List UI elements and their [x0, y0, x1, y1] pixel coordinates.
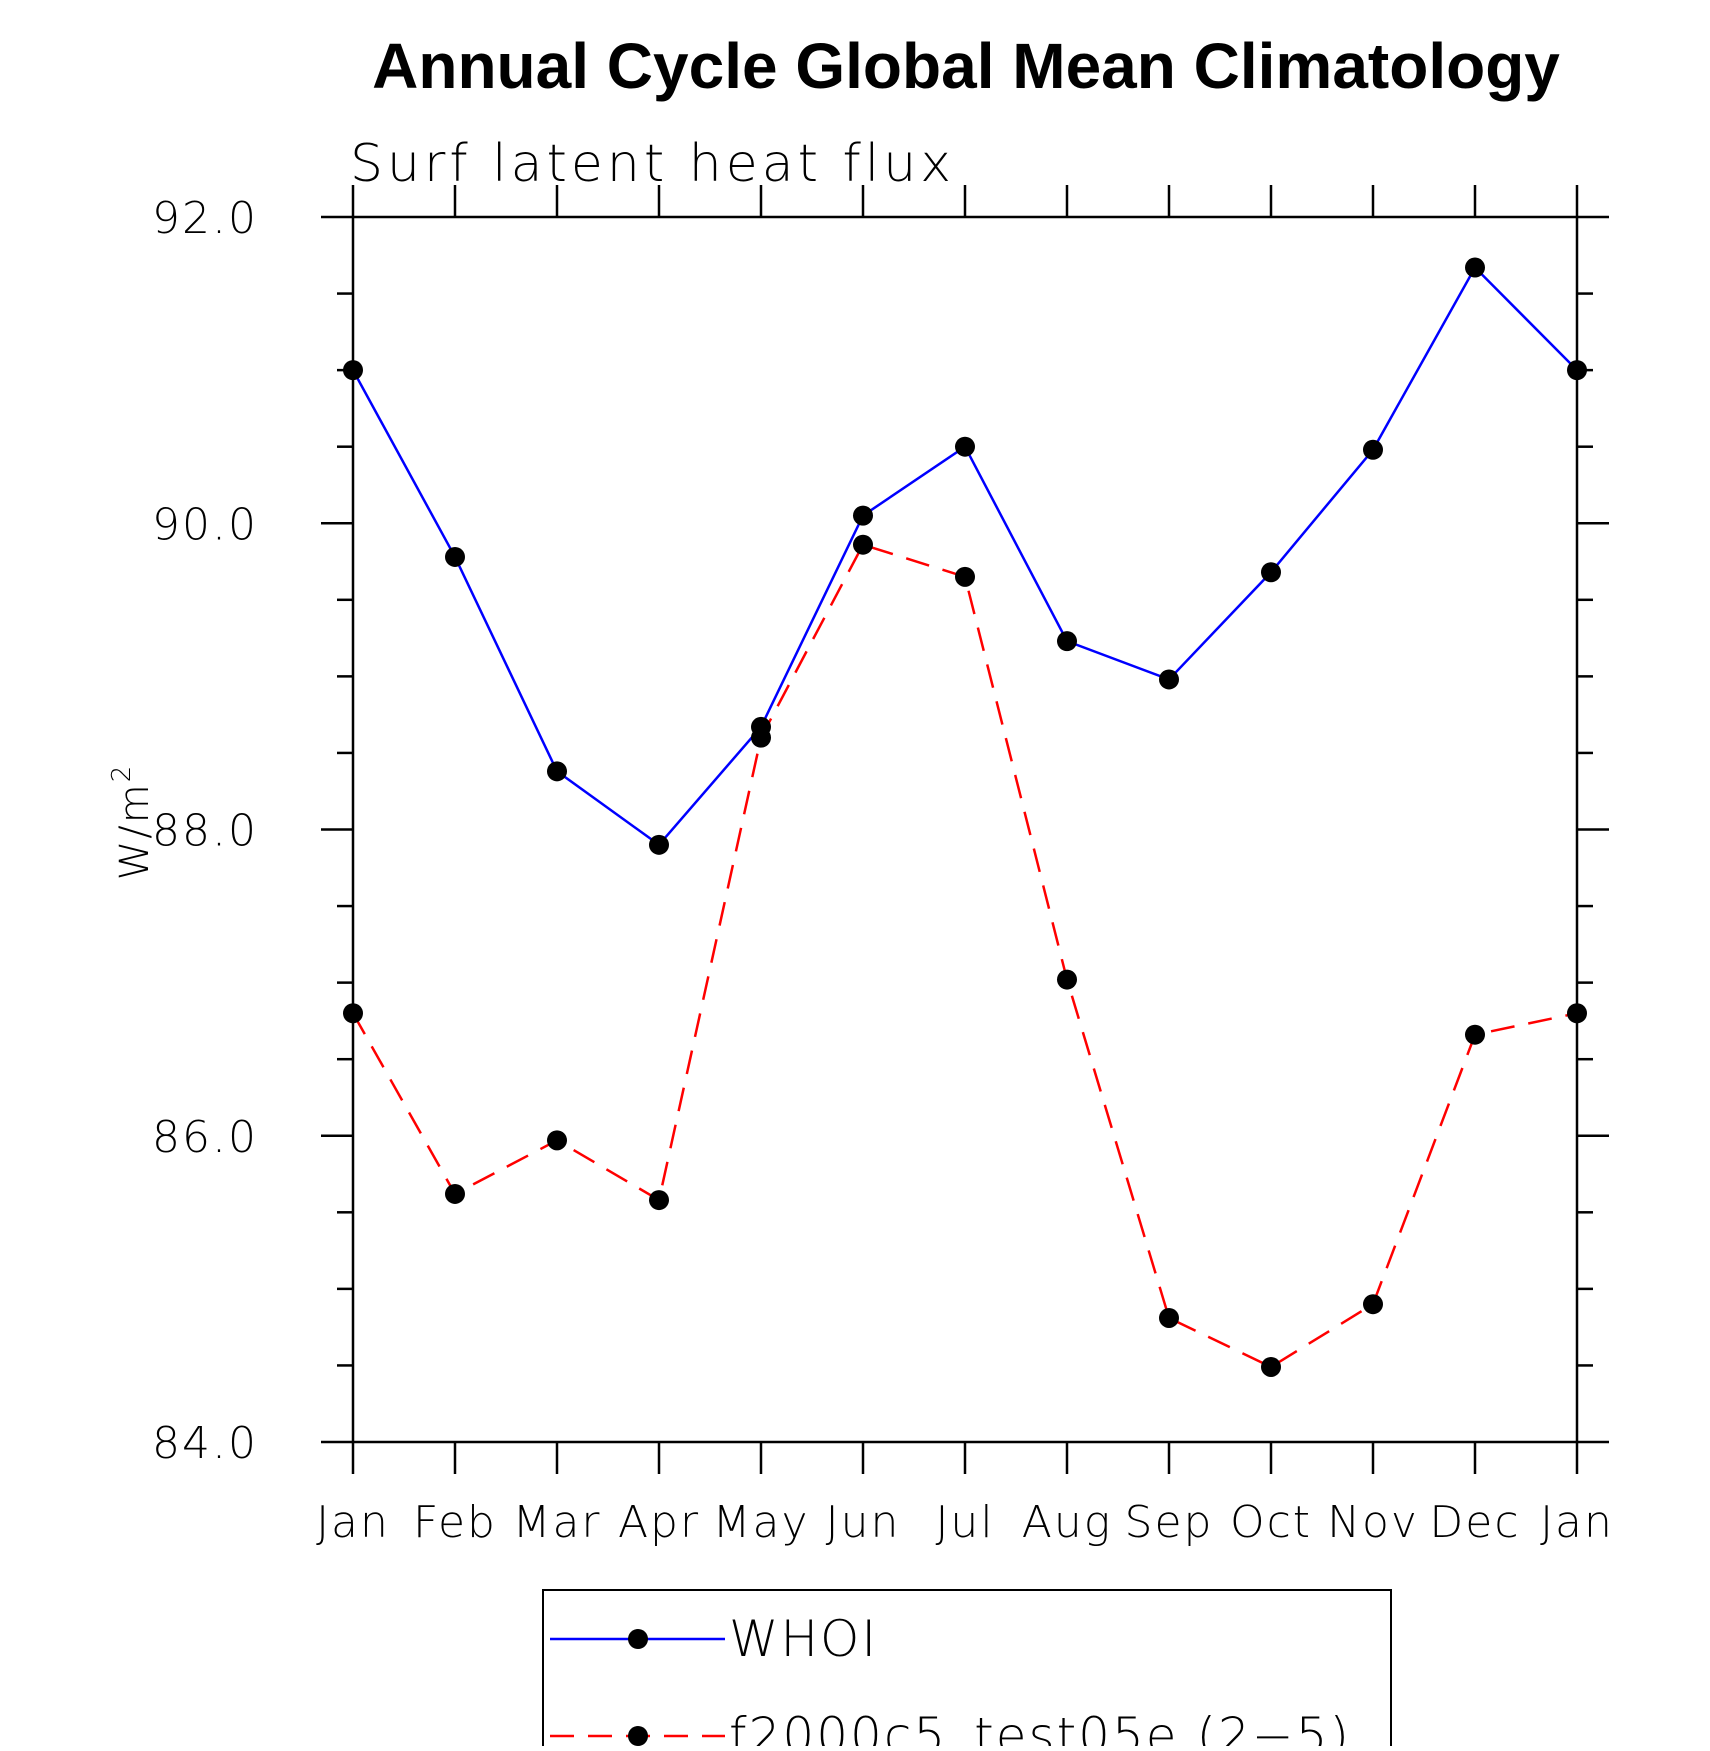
series-1-point [445, 1183, 465, 1204]
legend-label-model: f2000c5_test05e (2−5) [729, 1707, 1351, 1746]
y-tick-label: 86.0 [152, 1112, 258, 1163]
y-axis-label: W/m [112, 782, 158, 880]
x-tick-label: Jun [826, 1497, 901, 1548]
x-tick-label: Jul [935, 1497, 994, 1548]
series-0-point [1465, 257, 1485, 278]
series-1-point [343, 1003, 363, 1024]
series-1-point [1465, 1024, 1485, 1045]
y-tick-label: 92.0 [152, 193, 258, 244]
x-tick-label: Jan [316, 1497, 390, 1548]
legend-label-whoi: WHOI [729, 1610, 878, 1668]
series-0-point [955, 436, 975, 457]
x-tick-label: Apr [618, 1497, 700, 1548]
x-tick-label: May [713, 1497, 810, 1548]
series-0-point [1567, 360, 1587, 381]
legend-marker-model [628, 1726, 648, 1746]
x-tick-label: Jan [1540, 1497, 1614, 1548]
series-0-point [1159, 669, 1179, 690]
x-tick-label: Aug [1022, 1497, 1112, 1548]
legend: WHOI f2000c5_test05e (2−5) [542, 1589, 1392, 1751]
series-line-1 [351, 543, 1578, 1369]
series-1-point [1363, 1294, 1383, 1315]
series-1-point [1261, 1356, 1281, 1377]
legend-box [542, 1589, 1392, 1751]
chart-subtitle: Surf latent heat flux [350, 134, 955, 194]
series-1-point [751, 727, 771, 748]
series-1-point [955, 566, 975, 587]
series-0-point [1261, 562, 1281, 583]
series-line-0 [351, 265, 1578, 847]
axes: 84.0 86.0 88.0 90.0 92.0 Jan Feb Mar Apr May Jun Ju… [152, 185, 1614, 1548]
x-tick-label: Nov [1327, 1497, 1419, 1548]
series-0-point [853, 505, 873, 526]
x-tick-label: Dec [1429, 1497, 1520, 1548]
series-0-point [343, 360, 363, 381]
y-tick-label: 90.0 [152, 499, 258, 550]
series-1-point [1057, 969, 1077, 990]
x-tick-label: Oct [1230, 1497, 1312, 1548]
series-0-point [445, 546, 465, 567]
x-tick-label: Feb [413, 1497, 497, 1548]
svg-text:W/m2: W/m2 [107, 764, 158, 881]
series-0-point [1057, 631, 1077, 652]
plot-frame [351, 215, 1579, 1444]
chart-title: Annual Cycle Global Mean Climatology [372, 30, 1560, 102]
legend-marker-whoi [628, 1629, 648, 1649]
series-0-point [1363, 439, 1383, 460]
series-1-point [853, 534, 873, 555]
series-1-point [649, 1190, 669, 1211]
series-1-point [1159, 1307, 1179, 1328]
y-axis-label-group: W/m2 [107, 764, 158, 881]
x-tick-label: Sep [1125, 1497, 1214, 1548]
series-0-point [547, 761, 567, 782]
y-tick-label: 88.0 [152, 806, 258, 857]
series-0-point [649, 834, 669, 855]
y-tick-label: 84.0 [152, 1418, 258, 1469]
y-axis-label-superscript: 2 [107, 764, 137, 783]
x-tick-label: Mar [512, 1497, 601, 1548]
series-1-point [547, 1130, 567, 1151]
series-layer [343, 257, 1587, 1377]
series-1-point [1567, 1003, 1587, 1024]
